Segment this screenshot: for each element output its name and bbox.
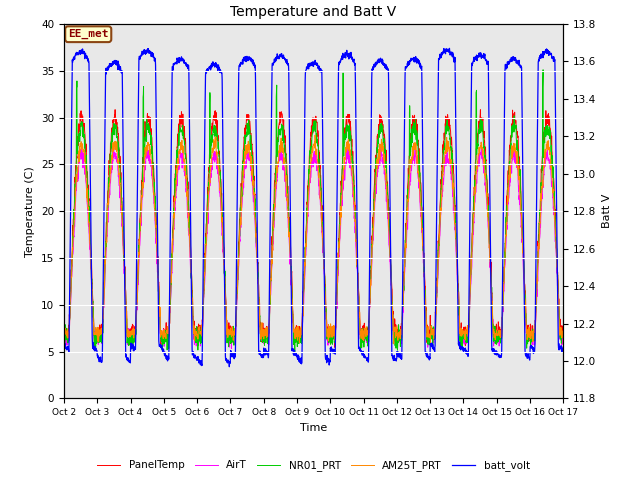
AM25T_PRT (516, 186, 524, 192)
Text: EE_met: EE_met (68, 29, 109, 39)
PanelTemp (200, 303, 207, 309)
Line: PanelTemp: PanelTemp (64, 109, 563, 347)
AM25T_PRT (60, 328, 68, 334)
Y-axis label: Batt V: Batt V (602, 194, 612, 228)
AirT (199, 311, 207, 316)
Title: Temperature and Batt V: Temperature and Batt V (230, 5, 397, 19)
AirT (477, 139, 485, 145)
Legend: PanelTemp, AirT, NR01_PRT, AM25T_PRT, batt_volt: PanelTemp, AirT, NR01_PRT, AM25T_PRT, ba… (93, 456, 534, 475)
AirT (339, 185, 346, 191)
Y-axis label: Temperature (C): Temperature (C) (26, 166, 35, 257)
AirT (60, 331, 68, 336)
AM25T_PRT (339, 178, 346, 184)
AM25T_PRT (529, 336, 537, 341)
NR01_PRT (515, 167, 523, 173)
AirT (529, 336, 537, 342)
AM25T_PRT (328, 334, 335, 340)
PanelTemp (60, 322, 68, 328)
AirT (559, 331, 567, 336)
Line: NR01_PRT: NR01_PRT (64, 70, 563, 352)
NR01_PRT (559, 336, 567, 341)
NR01_PRT (529, 336, 537, 341)
AM25T_PRT (311, 132, 319, 138)
PanelTemp (328, 333, 335, 339)
batt_volt (199, 266, 207, 272)
PanelTemp (331, 344, 339, 350)
batt_volt (559, 344, 567, 350)
NR01_PRT (60, 336, 68, 342)
NR01_PRT (199, 303, 207, 309)
Line: AirT: AirT (64, 142, 563, 348)
NR01_PRT (328, 332, 335, 337)
batt_volt (60, 341, 68, 347)
batt_volt (339, 57, 346, 62)
X-axis label: Time: Time (300, 423, 327, 432)
AM25T_PRT (459, 328, 467, 334)
batt_volt (328, 348, 335, 354)
batt_volt (459, 347, 467, 352)
batt_volt (516, 62, 524, 68)
batt_volt (445, 46, 453, 51)
AirT (328, 333, 335, 338)
AirT (516, 202, 524, 207)
PanelTemp (459, 327, 467, 333)
NR01_PRT (339, 166, 346, 172)
PanelTemp (339, 154, 347, 159)
Line: AM25T_PRT: AM25T_PRT (64, 135, 563, 344)
AM25T_PRT (559, 328, 567, 334)
PanelTemp (559, 336, 567, 341)
NR01_PRT (458, 344, 466, 349)
NR01_PRT (540, 67, 547, 72)
AM25T_PRT (199, 305, 207, 311)
batt_volt (225, 364, 233, 370)
batt_volt (529, 350, 537, 356)
AM25T_PRT (390, 341, 397, 347)
PanelTemp (516, 156, 524, 161)
AirT (458, 335, 466, 340)
PanelTemp (111, 107, 119, 112)
NR01_PRT (291, 349, 299, 355)
Line: batt_volt: batt_volt (64, 48, 563, 367)
AirT (228, 346, 236, 351)
PanelTemp (529, 329, 537, 335)
